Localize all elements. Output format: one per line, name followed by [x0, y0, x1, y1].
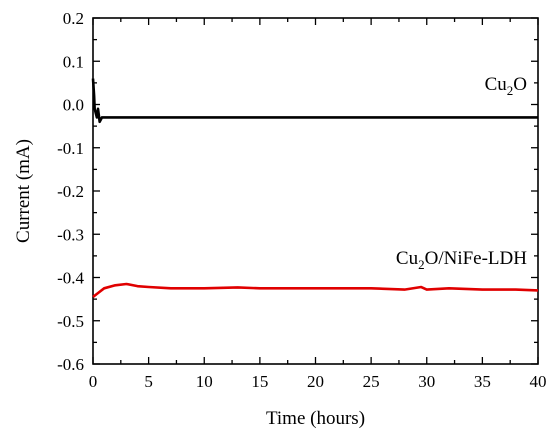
- series-lines: [91, 78, 539, 298]
- series-label-cu2o-nife-ldh: Cu2O/NiFe-LDH: [396, 248, 527, 272]
- x-tick-label: 35: [474, 372, 491, 391]
- x-tick-label: 25: [363, 372, 380, 391]
- y-tick-label: -0.4: [57, 269, 84, 288]
- axis-ticks: [92, 17, 539, 365]
- series-line-cu2o-nife-ldh: [92, 282, 539, 298]
- y-axis-title: Current (mA): [13, 139, 34, 243]
- x-tick-label: 0: [89, 372, 98, 391]
- x-tick-label: 10: [196, 372, 213, 391]
- y-tick-label: 0.0: [63, 96, 84, 115]
- y-tick-label: -0.2: [57, 182, 84, 201]
- series-label-cu2o: Cu2O: [485, 74, 527, 98]
- series-labels: Cu2O Cu2O/NiFe-LDH: [396, 74, 527, 272]
- x-tick-label: 5: [144, 372, 153, 391]
- x-tick-label: 30: [418, 372, 435, 391]
- y-tick-label: 0.2: [63, 9, 84, 28]
- series-line-cu2o: [91, 78, 538, 124]
- y-tick-label: -0.3: [57, 225, 84, 244]
- y-tick-label: -0.1: [57, 139, 84, 158]
- x-tick-label: 20: [307, 372, 324, 391]
- y-tick-label: -0.6: [57, 355, 84, 374]
- plot-area-border: [92, 17, 539, 365]
- plot-frame: [92, 17, 539, 365]
- tick-labels: 0 5 10 15 20 25 30 35 40 0.2 0.1 0.0 -0.1 -0.2 -0.3 -0.…: [57, 9, 546, 391]
- y-tick-label: 0.1: [63, 52, 84, 71]
- x-tick-label: 15: [251, 372, 268, 391]
- x-tick-label: 40: [530, 372, 547, 391]
- x-axis-title: Time (hours): [266, 408, 365, 429]
- y-tick-label: -0.5: [57, 312, 84, 331]
